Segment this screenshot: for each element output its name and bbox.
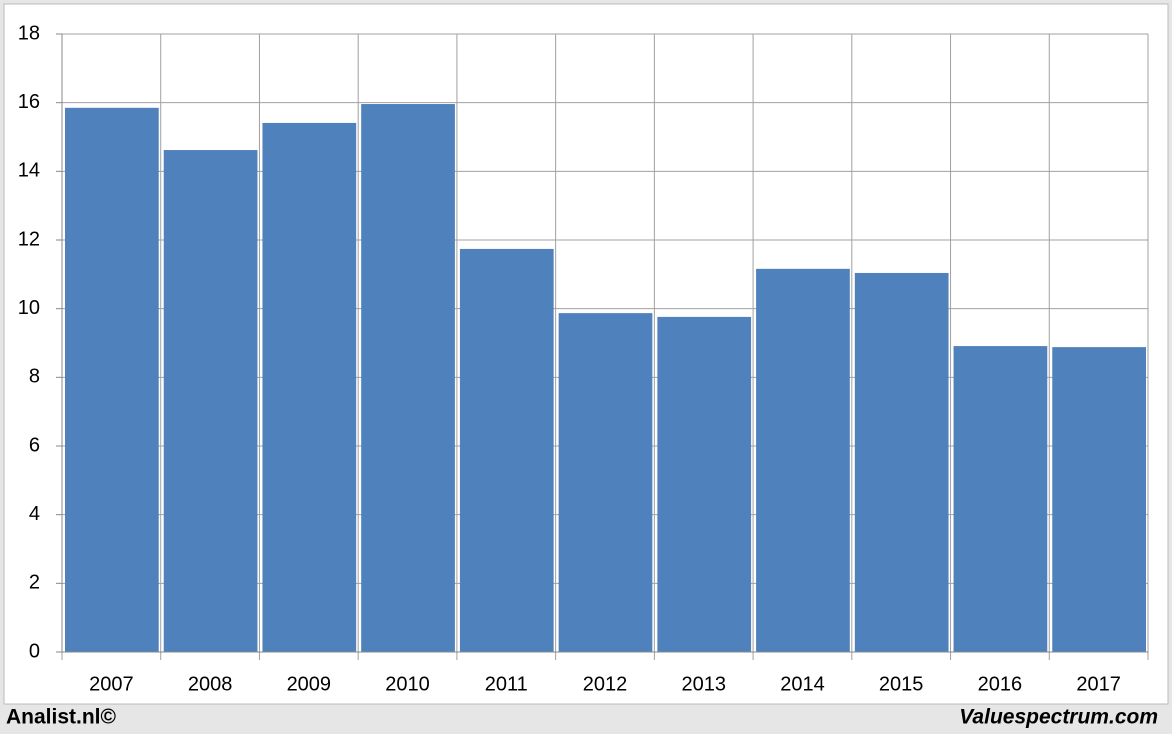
y-tick-label: 8 — [29, 366, 40, 388]
footer-left: Analist.nl© — [6, 706, 117, 729]
y-tick-label: 2 — [29, 572, 40, 594]
bar — [459, 248, 554, 652]
x-tick-label: 2008 — [188, 673, 233, 695]
bar — [657, 316, 752, 652]
x-tick-label: 2014 — [780, 673, 825, 695]
x-tick-label: 2009 — [287, 673, 332, 695]
bar — [854, 272, 949, 652]
x-tick-label: 2015 — [879, 673, 924, 695]
bar — [953, 346, 1048, 652]
x-tick-label: 2011 — [485, 673, 528, 695]
y-tick-label: 14 — [18, 160, 40, 182]
y-tick-label: 6 — [29, 434, 40, 456]
x-tick-label: 2010 — [385, 673, 430, 695]
bar — [558, 313, 653, 652]
bar — [262, 122, 357, 652]
bar — [1052, 347, 1146, 652]
y-tick-label: 0 — [29, 640, 40, 662]
x-tick-label: 2016 — [978, 673, 1023, 695]
footer-right: Valuespectrum.com — [959, 706, 1158, 729]
y-tick-label: 10 — [18, 297, 40, 319]
bar — [756, 268, 850, 652]
bar — [163, 150, 258, 652]
y-tick-label: 16 — [18, 91, 40, 113]
y-tick-label: 12 — [18, 228, 40, 250]
y-tick-label: 18 — [18, 22, 40, 44]
bar — [65, 107, 159, 653]
x-tick-label: 2007 — [89, 673, 134, 695]
x-tick-label: 2017 — [1076, 673, 1121, 695]
bar — [361, 104, 455, 653]
x-tick-label: 2013 — [681, 673, 726, 695]
y-tick-label: 4 — [29, 503, 40, 525]
x-tick-label: 2012 — [583, 673, 628, 695]
